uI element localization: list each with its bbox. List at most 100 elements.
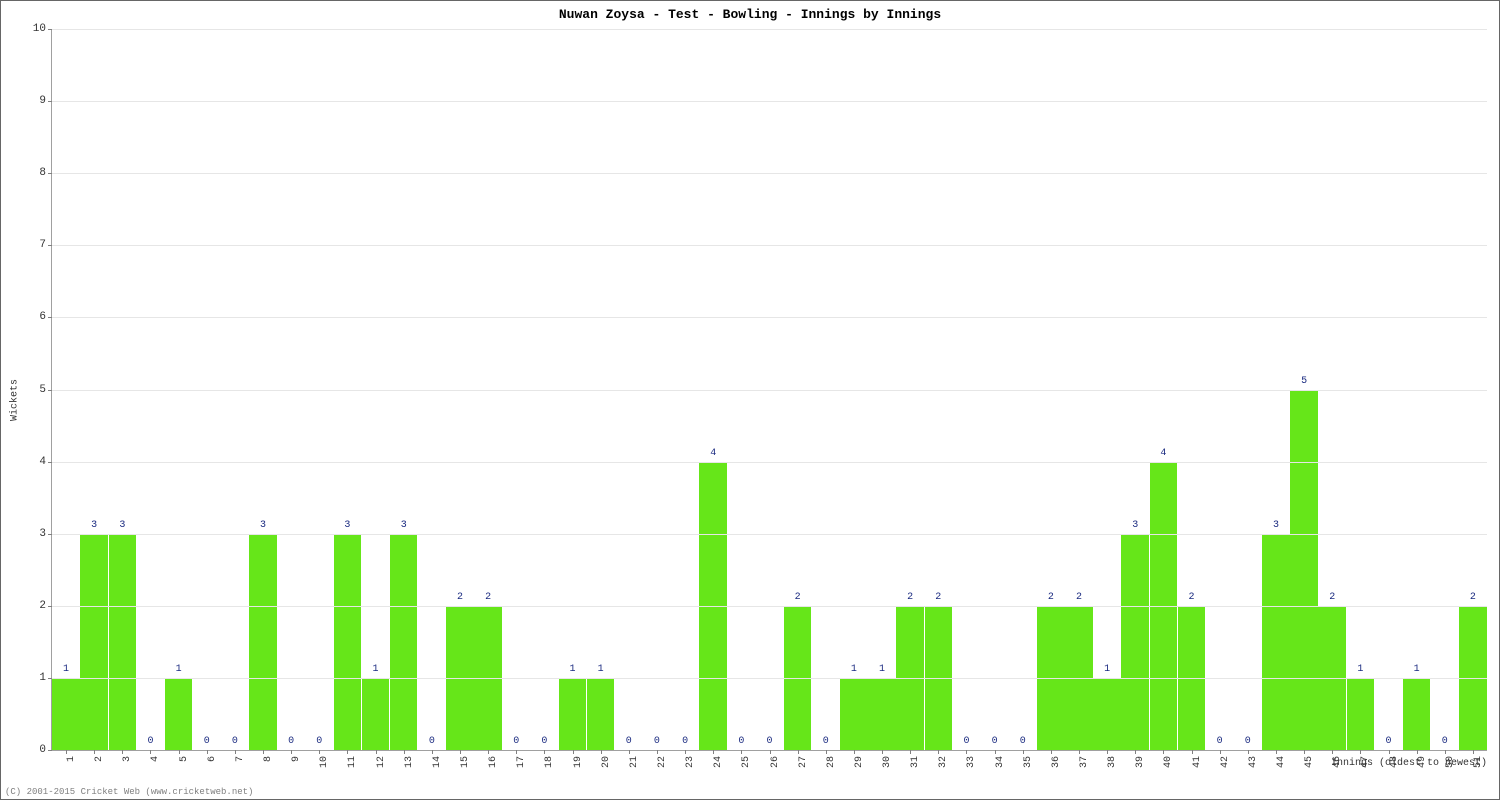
bar-value-label: 1	[1414, 664, 1420, 675]
xtick-mark	[741, 750, 742, 754]
xtick-label: 42	[1220, 756, 1231, 768]
bar-value-label: 0	[766, 736, 772, 747]
bar-value-label: 2	[457, 592, 463, 603]
xtick-label: 11	[347, 756, 358, 768]
xtick-mark	[150, 750, 151, 754]
bar-value-label: 1	[851, 664, 857, 675]
bar-value-label: 0	[626, 736, 632, 747]
y-axis-label: Wickets	[10, 379, 21, 421]
bar: 1	[362, 678, 390, 750]
xtick-mark	[966, 750, 967, 754]
bar-value-label: 1	[176, 664, 182, 675]
bar: 1	[587, 678, 615, 750]
xtick-mark	[179, 750, 180, 754]
bar: 3	[1121, 534, 1149, 750]
xtick-label: 14	[432, 756, 443, 768]
bar-value-label: 2	[935, 592, 941, 603]
xtick-label: 16	[488, 756, 499, 768]
xtick-mark	[1276, 750, 1277, 754]
xtick-label: 1	[66, 756, 77, 762]
xtick-mark	[713, 750, 714, 754]
xtick-label: 3	[122, 756, 133, 762]
xtick-label: 17	[516, 756, 527, 768]
xtick-label: 27	[798, 756, 809, 768]
xtick-label: 39	[1135, 756, 1146, 768]
xtick-label: 15	[460, 756, 471, 768]
bar-value-label: 3	[401, 520, 407, 531]
ytick-label: 8	[39, 167, 52, 179]
xtick-label: 40	[1163, 756, 1174, 768]
xtick-label: 43	[1248, 756, 1259, 768]
bar-value-label: 2	[907, 592, 913, 603]
xtick-mark	[94, 750, 95, 754]
bar-value-label: 2	[1470, 592, 1476, 603]
xtick-label: 35	[1023, 756, 1034, 768]
bar-value-label: 2	[795, 592, 801, 603]
bar-value-label: 3	[1273, 520, 1279, 531]
xtick-mark	[376, 750, 377, 754]
bar-value-label: 0	[429, 736, 435, 747]
bar-value-label: 1	[570, 664, 576, 675]
gridline	[52, 678, 1487, 679]
ytick-label: 2	[39, 600, 52, 612]
xtick-mark	[798, 750, 799, 754]
xtick-mark	[460, 750, 461, 754]
xtick-label: 45	[1304, 756, 1315, 768]
bar-value-label: 2	[1329, 592, 1335, 603]
xtick-mark	[263, 750, 264, 754]
bar-value-label: 2	[1048, 592, 1054, 603]
xtick-mark	[1360, 750, 1361, 754]
xtick-label: 28	[826, 756, 837, 768]
xtick-label: 36	[1051, 756, 1062, 768]
xtick-label: 50	[1445, 756, 1456, 768]
ytick-label: 10	[33, 23, 52, 35]
xtick-mark	[685, 750, 686, 754]
xtick-label: 23	[685, 756, 696, 768]
xtick-mark	[1135, 750, 1136, 754]
bar-value-label: 0	[147, 736, 153, 747]
bar-value-label: 0	[738, 736, 744, 747]
xtick-label: 51	[1473, 756, 1484, 768]
gridline	[52, 101, 1487, 102]
xtick-mark	[1107, 750, 1108, 754]
xtick-label: 19	[573, 756, 584, 768]
xtick-mark	[544, 750, 545, 754]
bar-value-label: 3	[344, 520, 350, 531]
bar-value-label: 1	[1357, 664, 1363, 675]
xtick-label: 48	[1389, 756, 1400, 768]
xtick-mark	[882, 750, 883, 754]
bar: 3	[1262, 534, 1290, 750]
xtick-mark	[1248, 750, 1249, 754]
bar: 1	[868, 678, 896, 750]
xtick-label: 33	[966, 756, 977, 768]
bar: 1	[840, 678, 868, 750]
bar-value-label: 3	[91, 520, 97, 531]
bar-value-label: 2	[485, 592, 491, 603]
bar: 3	[334, 534, 362, 750]
xtick-label: 37	[1079, 756, 1090, 768]
xtick-label: 10	[319, 756, 330, 768]
xtick-mark	[432, 750, 433, 754]
bar-value-label: 1	[63, 664, 69, 675]
xtick-label: 20	[601, 756, 612, 768]
bar-value-label: 1	[598, 664, 604, 675]
bar-value-label: 0	[1245, 736, 1251, 747]
xtick-mark	[1417, 750, 1418, 754]
xtick-mark	[573, 750, 574, 754]
xtick-mark	[770, 750, 771, 754]
xtick-label: 32	[938, 756, 949, 768]
ytick-label: 0	[39, 744, 52, 756]
ytick-label: 1	[39, 672, 52, 684]
xtick-mark	[1473, 750, 1474, 754]
xtick-mark	[235, 750, 236, 754]
xtick-label: 21	[629, 756, 640, 768]
bar-value-label: 2	[1189, 592, 1195, 603]
xtick-label: 41	[1192, 756, 1203, 768]
xtick-label: 26	[770, 756, 781, 768]
xtick-label: 12	[376, 756, 387, 768]
xtick-label: 47	[1360, 756, 1371, 768]
bar-value-label: 3	[260, 520, 266, 531]
bar: 3	[80, 534, 108, 750]
bar-value-label: 0	[654, 736, 660, 747]
xtick-label: 25	[741, 756, 752, 768]
